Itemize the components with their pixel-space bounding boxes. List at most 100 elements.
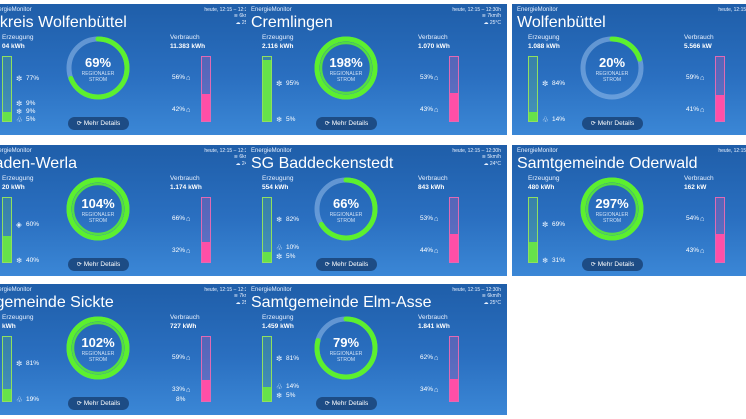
verbrauch-label: Verbrauch [170,314,200,321]
verbrauch-bar [201,197,211,263]
regional-gauge: 69% REGIONALER STROM [63,33,133,103]
factory-icon: ⌂ [186,214,191,223]
time-range: heute, 12:15 – 12:30h [452,287,501,293]
app-name: EnergieMonitor [0,287,32,293]
gauge-percent: 104% [81,196,115,211]
share-value: 95% [286,80,300,87]
wind-turbine-icon: ✼ [276,252,283,261]
erzeugung-value: 1.459 kWh [262,323,294,330]
wind-turbine-icon: ✼ [542,79,549,88]
details-button[interactable]: ⟳ Mehr Details [68,397,129,410]
verbrauch-share-bottom: 41% [686,106,700,113]
wind-icon: ≋ [481,154,486,161]
regional-gauge: 79% REGIONALER STROM [311,313,381,383]
verbrauch-share-bottom: 43% [686,247,700,254]
details-button[interactable]: ⟳ Mehr Details [68,117,129,130]
card-title: SG Baddeckenstedt [251,155,394,172]
share-value: 60% [26,221,40,228]
verbrauch-value: 5.566 kW [684,43,712,50]
verbrauch-bar [715,197,725,263]
card-title: laden-Werla [0,155,77,172]
share-value: 5% [286,116,296,123]
app-name: EnergieMonitor [251,7,292,13]
gauge-percent: 297% [595,196,629,211]
gauge-ring [314,316,378,380]
energy-card: EnergieMonitordkreis Wolfenbüttel heute, … [0,4,259,135]
verbrauch-share-bottom: 32% [172,247,186,254]
verbrauch-bar-fill [450,379,458,401]
gauge-subtitle: REGIONALER STROM [329,351,363,364]
erzeugung-value: 480 kWh [528,184,555,191]
house-icon: ⌂ [434,385,439,394]
share-value: 82% [286,216,300,223]
verbrauch-label: Verbrauch [684,175,714,182]
details-button[interactable]: ⟳ Mehr Details [582,117,643,130]
wind-icon: ≋ [481,13,486,20]
verbrauch-value: 843 kWh [418,184,445,191]
energy-card: EnergieMonitor Cremlingen heute, 12:15 – 1… [246,4,507,135]
verbrauch-share-bottom: 43% [420,106,434,113]
time-range: heute, 12:15 – 12:30h [204,7,253,13]
sun-icon: ❄ [276,215,283,224]
share-value: 31% [552,257,566,264]
details-button[interactable]: ⟳ Mehr Details [316,117,377,130]
verbrauch-share-top: 59% [686,74,700,81]
erzeugung-label: Erzeugung [2,314,34,321]
verbrauch-bar [201,56,211,122]
erzeugung-bar-fill [529,112,537,121]
verbrauch-label: Verbrauch [170,175,200,182]
share-value: 40% [26,257,40,264]
verbrauch-share-bottom: 42% [172,106,186,113]
verbrauch-bar-fill [202,94,210,121]
factory-icon: ⌂ [434,353,439,362]
share-value: 14% [286,383,300,390]
details-button[interactable]: ⟳ Mehr Details [68,258,129,271]
erzeugung-label: Erzeugung [262,175,294,182]
temperature: 24°C [489,160,501,167]
time-range: heute, 12:15 – 12:30h [452,148,501,154]
wind-turbine-icon: ✼ [276,354,283,363]
sun-icon: ❄ [16,256,23,265]
details-button[interactable]: ⟳ Mehr Details [582,258,643,271]
wind-speed: 6km/h [487,293,501,300]
verbrauch-share-bottom: 33% [172,386,186,393]
verbrauch-value: 11.383 kWh [170,43,206,50]
gauge-ring [580,36,644,100]
wind-icon: ≋ [233,13,238,20]
time-range: heute, 12:15 – 12:30h [204,148,253,154]
wind-icon: ≋ [233,154,238,161]
wind-turbine-icon: ✼ [276,79,283,88]
factory-icon: ⌂ [186,73,191,82]
weather-info: heute, 12:15 – 12:30h ≋ 5km/h ☁ 24°C [452,148,501,167]
energy-card: EnergieMonitor Samtgemeinde Oderwald heute… [512,145,746,276]
factory-icon: ⌂ [700,73,705,82]
verbrauch-bar [449,336,459,402]
share-value: 77% [26,75,40,82]
details-icon: ⟳ [590,121,596,127]
details-icon: ⟳ [324,401,330,407]
verbrauch-bar-fill [450,93,458,121]
erzeugung-bar-fill [3,236,11,262]
app-name: EnergieMonitor [0,148,32,154]
regional-gauge: 297% REGIONALER STROM [577,174,647,244]
wind-turbine-icon: ✼ [542,220,549,229]
card-title: Wolfenbüttel [517,14,606,31]
erzeugung-value: 554 kWh [262,184,289,191]
biomass-icon: ♧ [542,115,549,124]
details-button[interactable]: ⟳ Mehr Details [316,397,377,410]
weather-icon: ☁ [235,19,241,26]
details-button[interactable]: ⟳ Mehr Details [316,258,377,271]
gauge-subtitle: REGIONALER STROM [595,212,629,225]
weather-info: heute, 12:15 – 12:30h≋ 7km/h☁ 25°C [452,7,501,26]
card-title: Cremlingen [251,14,333,31]
regional-gauge: 66% REGIONALER STROM [311,174,381,244]
details-icon: ⟳ [76,121,82,127]
house-icon: ⌂ [186,105,191,114]
erzeugung-bar-fill [263,386,271,401]
erzeugung-label: Erzeugung [262,314,294,321]
verbrauch-share-top: 59% [172,354,186,361]
wind-icon: ≋ [481,293,486,300]
wind-turbine-icon: ✼ [16,359,23,368]
gauge-percent: 20% [598,55,626,70]
